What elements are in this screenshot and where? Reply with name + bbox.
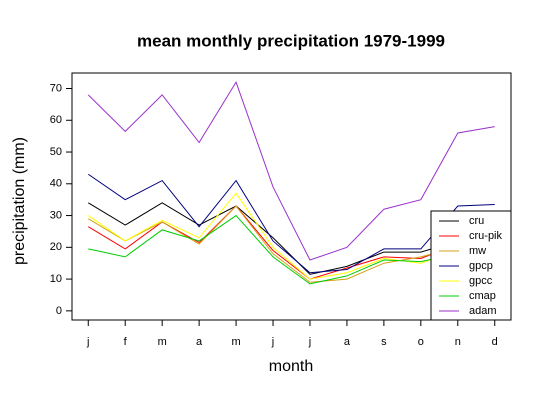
y-tick-label: 20 <box>50 241 62 253</box>
y-axis-label: precipitation (mm) <box>11 137 28 265</box>
legend-label: adam <box>469 305 497 317</box>
x-tick-label: d <box>492 336 498 348</box>
y-tick-label: 60 <box>50 114 62 126</box>
legend-label: cmap <box>469 290 496 302</box>
x-tick-label: m <box>158 336 167 348</box>
x-tick-label: j <box>271 336 274 348</box>
x-tick-label: j <box>86 336 89 348</box>
legend-label: cru-pik <box>469 230 503 242</box>
y-tick-label: 10 <box>50 273 62 285</box>
series-line <box>88 205 495 280</box>
series-line <box>88 214 495 285</box>
x-tick-label: a <box>344 336 351 348</box>
plot-frame <box>71 72 512 321</box>
y-tick-label: 0 <box>56 305 62 317</box>
x-tick-label: j <box>308 336 311 348</box>
series-line <box>87 192 495 280</box>
x-tick-label: f <box>124 336 128 348</box>
legend-label: mw <box>469 245 486 257</box>
x-tick-label: s <box>381 336 387 348</box>
chart-title: mean monthly precipitation 1979-1999 <box>137 31 445 50</box>
series-line <box>87 80 495 261</box>
x-tick-label: o <box>418 336 424 348</box>
x-tick-label: a <box>196 336 203 348</box>
series-line <box>88 205 495 283</box>
plot-area <box>87 80 495 285</box>
legend-label: cru <box>469 215 484 227</box>
x-tick-label: m <box>231 336 240 348</box>
y-tick-label: 30 <box>50 209 62 221</box>
legend-label: gpcc <box>469 275 493 287</box>
series-line <box>87 173 495 274</box>
y-tick-label: 70 <box>50 82 62 94</box>
series-line <box>88 202 495 275</box>
x-axis-label: month <box>269 358 313 375</box>
x-tick-label: n <box>455 336 461 348</box>
y-tick-label: 50 <box>50 146 62 158</box>
y-tick-label: 40 <box>50 178 62 190</box>
legend-label: gpcp <box>469 260 493 272</box>
